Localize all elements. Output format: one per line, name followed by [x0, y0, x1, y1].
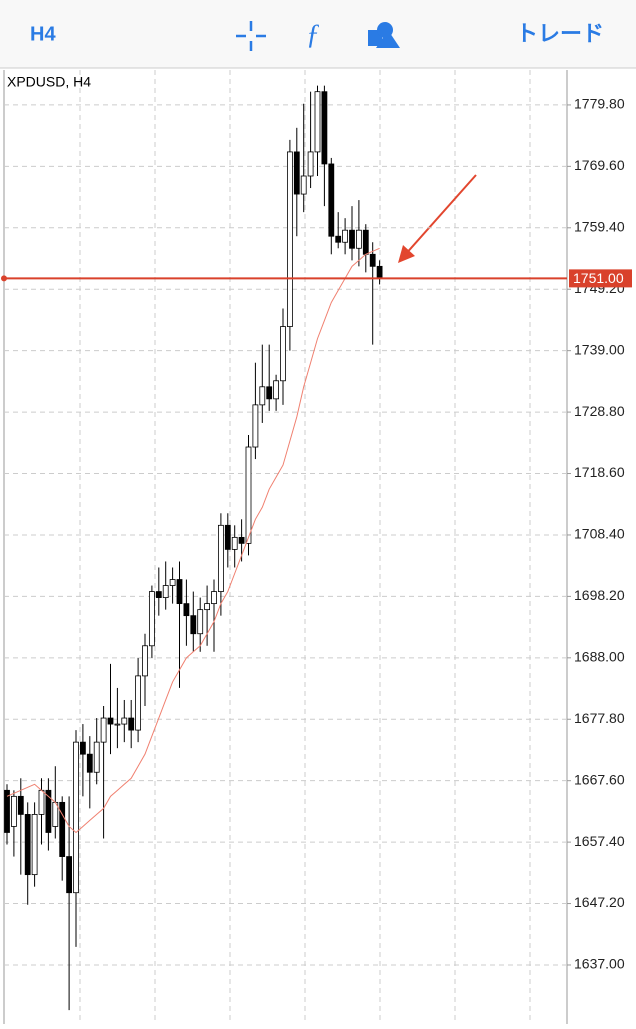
candle-body — [93, 741, 100, 773]
annotation-arrow — [398, 174, 477, 263]
candle-body — [266, 386, 273, 400]
current-price-box — [569, 269, 632, 288]
y-tick-label: 1677.80 — [574, 710, 625, 726]
candle-body — [162, 585, 169, 598]
vertical-grid — [79, 70, 531, 1024]
candle-body — [31, 814, 38, 876]
y-tick-label: 1718.60 — [574, 464, 625, 480]
candle-body — [142, 645, 148, 677]
y-tick-label: 1739.00 — [574, 341, 625, 357]
y-tick-label: 1637.00 — [574, 956, 625, 972]
candle-body — [73, 741, 79, 894]
candle-body — [293, 151, 300, 195]
candle-body — [24, 814, 31, 876]
y-tick-label: 1698.20 — [574, 587, 625, 603]
y-tick-label: 1769.60 — [574, 157, 625, 173]
candle-body — [197, 609, 204, 635]
candle-body — [38, 789, 45, 815]
moving-average — [6, 247, 380, 834]
candle-body — [369, 253, 376, 267]
candle-body — [342, 229, 349, 243]
candle-body — [300, 175, 307, 195]
candle-body — [86, 753, 93, 773]
candle-body — [321, 91, 328, 165]
candle-body — [59, 801, 66, 857]
candle-body — [280, 326, 286, 382]
candle-body — [335, 235, 342, 243]
candle-body — [376, 265, 383, 279]
toolbar — [0, 0, 636, 68]
candle-body — [45, 789, 52, 833]
y-tick-label: 1657.40 — [574, 833, 625, 849]
candle-body — [148, 591, 155, 647]
candle-body — [17, 795, 24, 815]
candle-body — [121, 717, 128, 725]
candle-body — [135, 675, 142, 731]
crosshair-icon[interactable] — [236, 21, 266, 51]
candle-body — [107, 717, 114, 725]
candle-body — [4, 789, 10, 833]
candle-body — [211, 591, 217, 605]
candle-body — [349, 229, 355, 249]
candle-body — [100, 717, 107, 743]
candle-body — [155, 591, 162, 598]
candle-body — [273, 380, 280, 400]
candle-body — [176, 579, 183, 605]
candle-body — [245, 446, 252, 544]
candle-body — [231, 536, 238, 550]
candle-body — [238, 536, 245, 544]
candle-body — [328, 163, 335, 237]
chart — [3, 70, 568, 1024]
candle-body — [259, 386, 266, 406]
candle-body — [80, 741, 86, 755]
chart-title: XPDUSD, H4 — [7, 74, 91, 90]
candle-body — [204, 603, 211, 611]
price-line-handle — [1, 275, 7, 282]
candle-body — [183, 603, 190, 617]
y-tick-label: 1728.80 — [574, 403, 625, 419]
y-tick-label: 1708.40 — [574, 526, 625, 542]
timeframe-button[interactable]: H4 — [30, 23, 56, 45]
candle-body — [190, 615, 197, 635]
y-tick-label: 1779.80 — [574, 96, 625, 112]
candle-body — [252, 404, 259, 448]
candle-body — [355, 229, 362, 249]
y-tick-label: 1688.00 — [574, 649, 625, 665]
current-price-label: 1751.00 — [573, 270, 624, 286]
trade-button[interactable]: トレード — [516, 21, 604, 46]
candle-body — [314, 91, 321, 153]
candle-body — [224, 524, 231, 550]
objects-icon[interactable] — [368, 22, 400, 48]
candle-body — [169, 579, 176, 586]
candle-body — [286, 151, 293, 327]
indicator-icon[interactable]: ƒ — [306, 19, 320, 50]
y-tick-label: 1759.40 — [574, 218, 625, 234]
y-tick-label: 1667.60 — [574, 771, 625, 787]
candle-body — [362, 229, 369, 255]
candle-body — [217, 524, 224, 592]
candle-body — [114, 723, 121, 726]
candle-body — [307, 151, 314, 177]
candle-body — [128, 717, 135, 731]
candle-body — [10, 795, 17, 827]
y-tick-label: 1647.20 — [574, 894, 625, 910]
candle-body — [66, 856, 72, 894]
